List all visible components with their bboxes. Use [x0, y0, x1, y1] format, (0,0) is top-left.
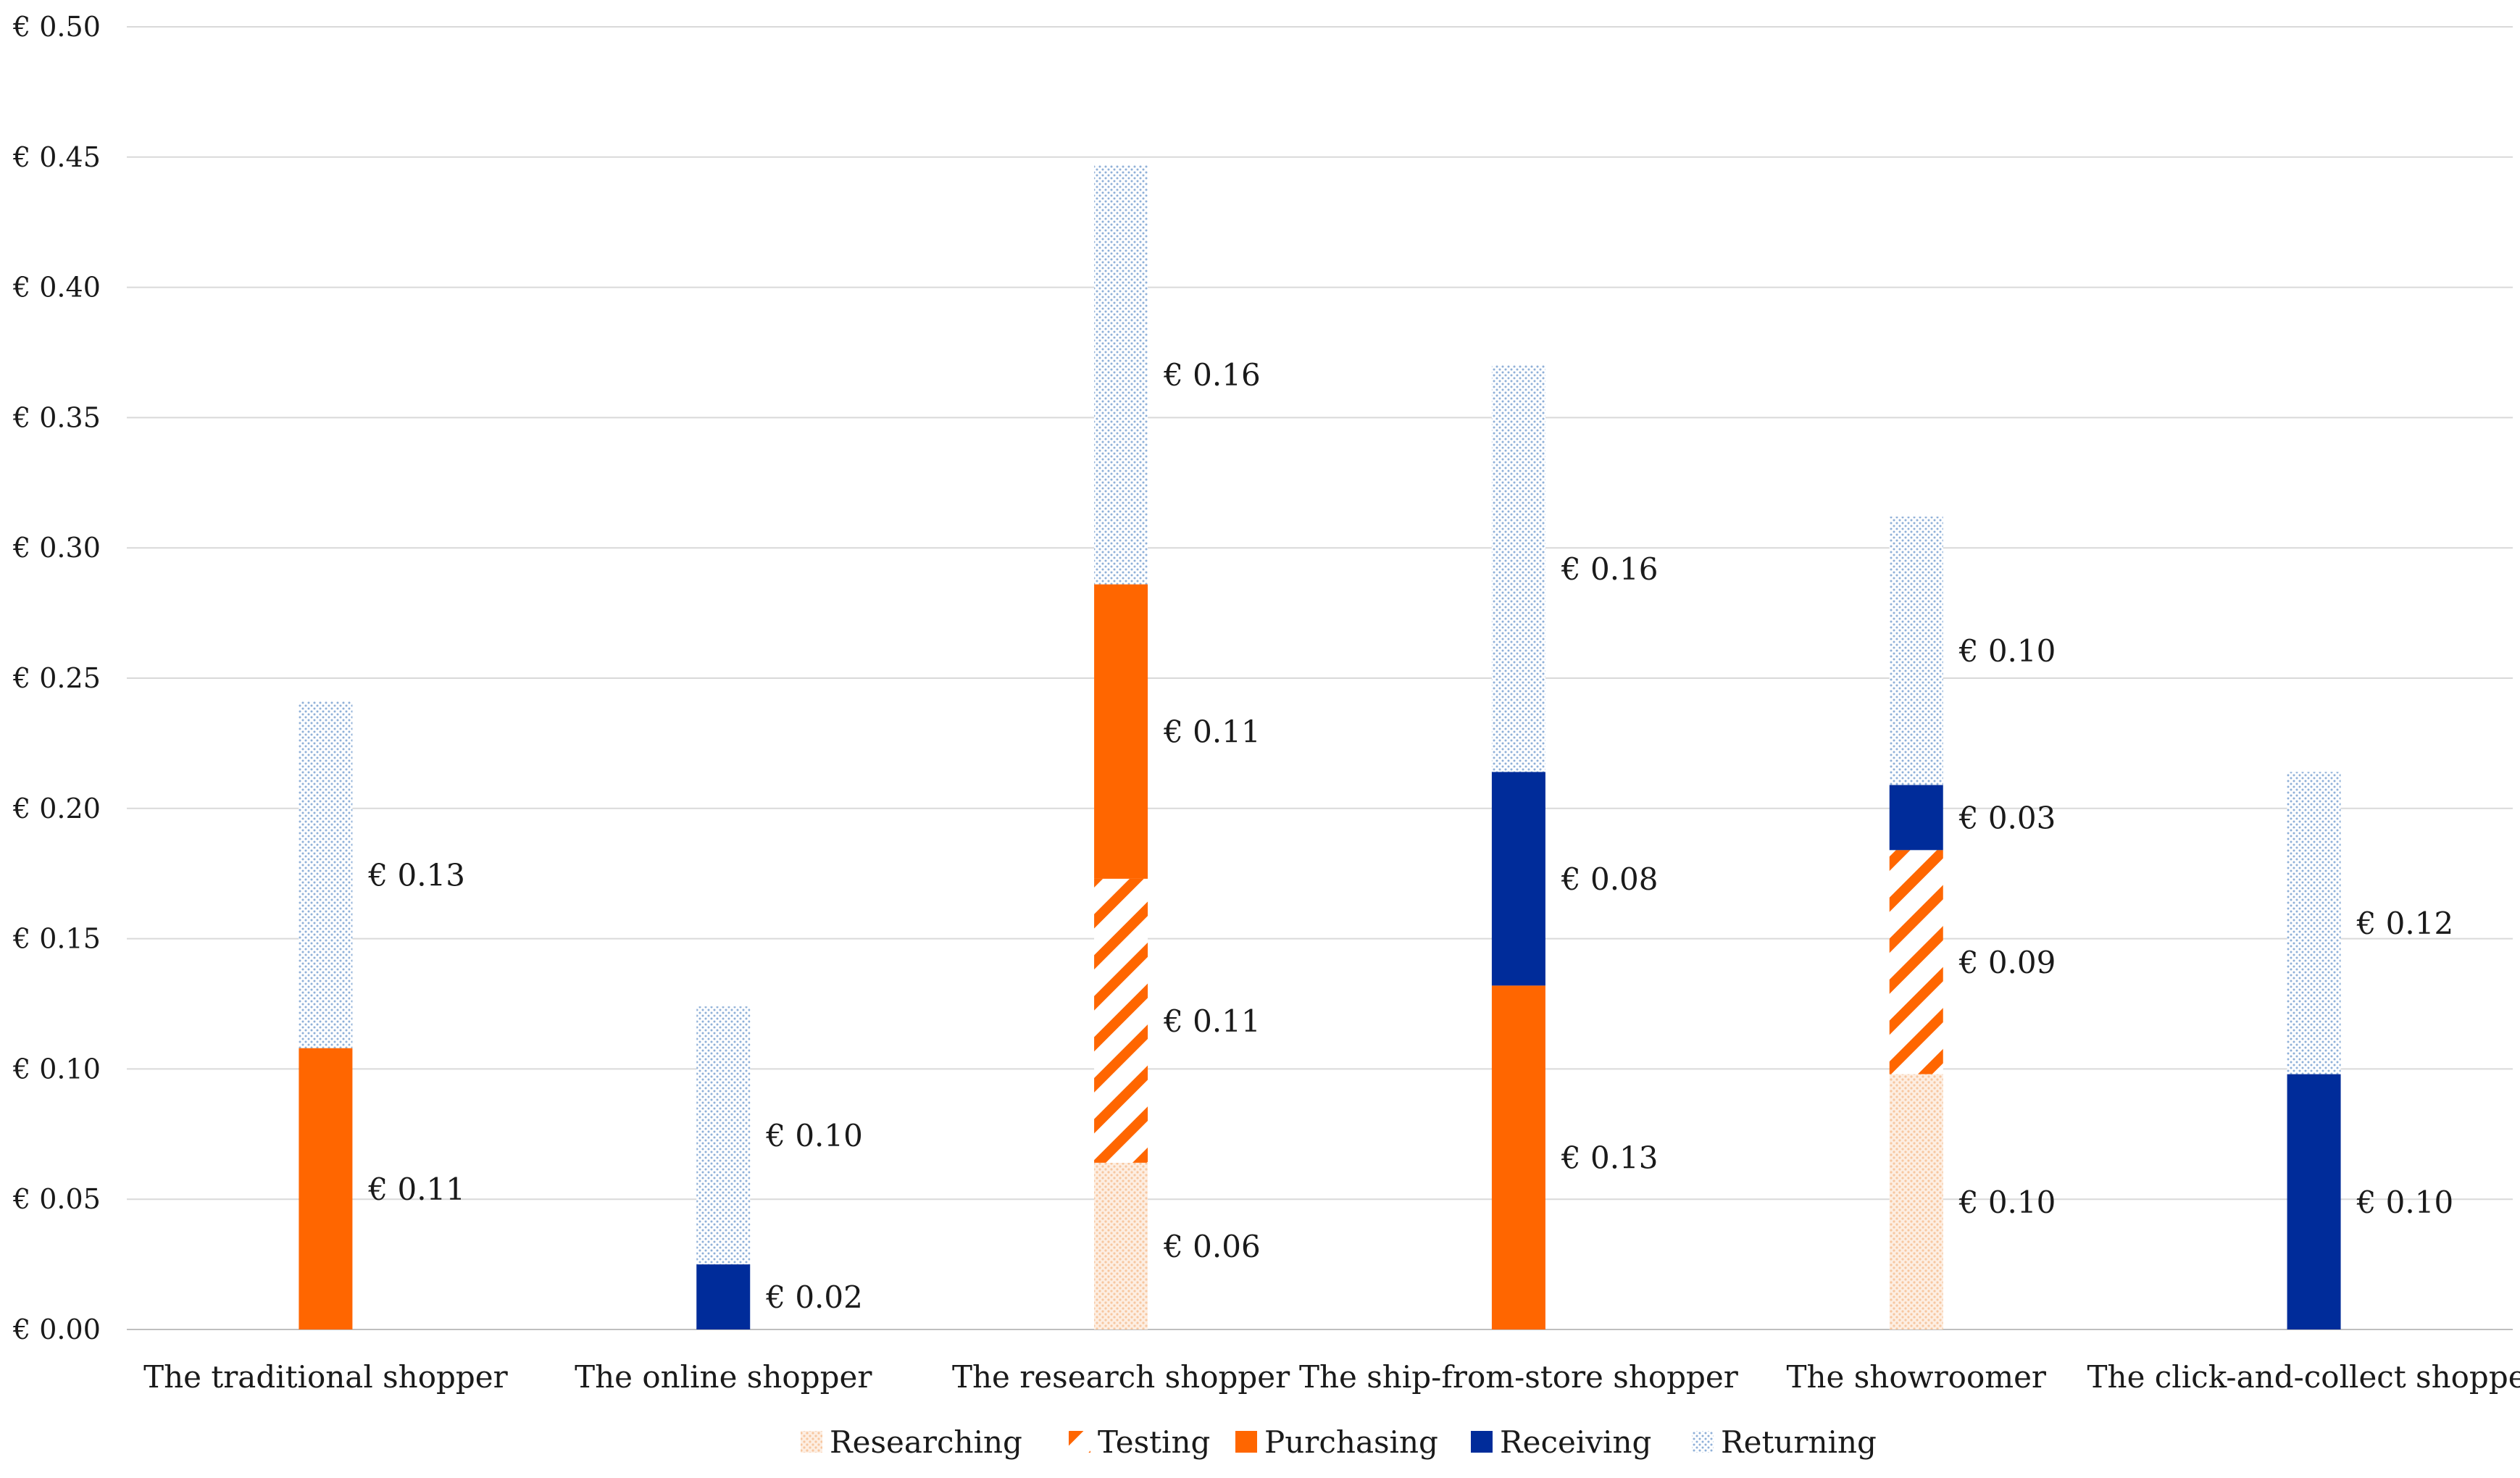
data-label: € 0.13 [1561, 1140, 1659, 1176]
y-tick-label: € 0.40 [12, 272, 101, 304]
y-tick-label: € 0.15 [12, 923, 101, 955]
bar-segment-returning [696, 1006, 751, 1265]
bar-segment-researching [1889, 1074, 1943, 1329]
data-label: € 0.11 [1163, 714, 1261, 750]
x-axis-category-labels: The traditional shopper The online shoppe… [143, 1359, 2520, 1395]
bar-segment-purchasing [1094, 584, 1148, 879]
data-label: € 0.02 [765, 1279, 863, 1315]
data-label: € 0.03 [1958, 800, 2056, 835]
data-label: € 0.10 [1958, 633, 2056, 669]
bar-segment-returning [1094, 164, 1148, 585]
y-tick-label: € 0.50 [12, 11, 101, 43]
x-category-label: The online shopper [575, 1359, 872, 1395]
y-tick-label: € 0.20 [12, 793, 101, 824]
y-tick-label: € 0.05 [12, 1183, 101, 1215]
legend-swatch-returning [1692, 1431, 1714, 1453]
bar-segment-returning [2287, 772, 2341, 1074]
data-labels: € 0.11 € 0.13 € 0.02 € 0.10 € 0.06 € 0.11 € 0.… [367, 357, 2453, 1315]
y-tick-label: € 0.35 [12, 401, 101, 433]
data-label: € 0.16 [1163, 357, 1261, 393]
bar-segment-receiving [696, 1264, 751, 1329]
y-tick-label: € 0.30 [12, 532, 101, 564]
y-tick-label: € 0.45 [12, 141, 101, 173]
legend-label: Testing [1098, 1424, 1210, 1460]
bar-segment-returning [1889, 517, 1943, 785]
bar-segment-testing [1094, 878, 1148, 1163]
data-label: € 0.09 [1958, 945, 2056, 980]
bar-segment-returning [299, 701, 353, 1048]
bar-segment-receiving [1491, 772, 1545, 986]
legend-label: Researching [830, 1424, 1022, 1460]
legend: Researching Testing Purchasing Receiving Ret… [801, 1424, 1877, 1460]
bar-segment-returning [1491, 365, 1545, 772]
bar-segment-receiving [2287, 1074, 2341, 1329]
legend-label: Receiving [1500, 1424, 1651, 1460]
x-category-label: The research shopper [952, 1359, 1290, 1395]
bars [299, 164, 2341, 1329]
data-label: € 0.10 [2356, 1185, 2454, 1220]
bar-segment-researching [1094, 1162, 1148, 1329]
data-label: € 0.16 [1561, 551, 1659, 587]
data-label: € 0.11 [367, 1172, 465, 1207]
gridlines [127, 26, 2513, 1330]
y-tick-label: € 0.00 [12, 1314, 101, 1345]
data-label: € 0.06 [1163, 1229, 1261, 1264]
x-category-label: The traditional shopper [143, 1359, 509, 1395]
x-category-label: The click-and-collect shopper [2087, 1359, 2520, 1395]
data-label: € 0.10 [765, 1118, 863, 1153]
data-label: € 0.08 [1561, 861, 1659, 897]
bar-segment-purchasing [299, 1048, 353, 1329]
y-tick-label: € 0.10 [12, 1053, 101, 1085]
legend-swatch-researching [801, 1431, 822, 1453]
data-label: € 0.10 [1958, 1185, 2056, 1220]
data-label: € 0.11 [1163, 1003, 1261, 1039]
y-tick-label: € 0.25 [12, 662, 101, 694]
bar-segment-testing [1889, 850, 1943, 1074]
y-axis-tick-labels: € 0.00 € 0.05 € 0.10 € 0.15 € 0.20 € 0.25 € 0.… [12, 11, 101, 1345]
legend-swatch-testing [1069, 1431, 1090, 1453]
x-category-label: The showroomer [1786, 1359, 2046, 1395]
legend-swatch-receiving [1471, 1431, 1493, 1453]
data-label: € 0.12 [2356, 906, 2454, 941]
data-label: € 0.13 [367, 857, 465, 893]
bar-segment-receiving [1889, 785, 1943, 851]
legend-swatch-purchasing [1235, 1431, 1257, 1453]
legend-label: Purchasing [1264, 1424, 1438, 1460]
x-category-label: The ship-from-store shopper [1299, 1359, 1739, 1395]
bar-segment-purchasing [1491, 985, 1545, 1329]
legend-label: Returning [1721, 1424, 1877, 1460]
